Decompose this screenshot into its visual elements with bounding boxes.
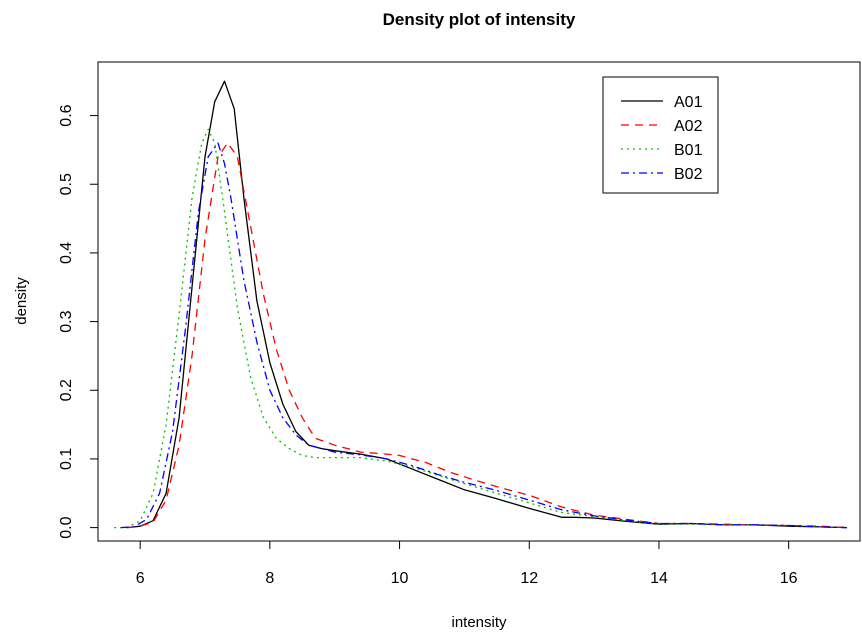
x-tick-label: 6	[136, 570, 145, 587]
series-line-a02	[127, 142, 848, 529]
y-tick-label: 0.0	[58, 516, 75, 538]
legend-label: B02	[674, 166, 703, 183]
x-tick-label: 10	[391, 570, 409, 587]
y-tick-label: 0.2	[58, 379, 75, 401]
y-tick-label: 0.1	[58, 448, 75, 470]
chart-title: Density plot of intensity	[383, 10, 576, 29]
x-tick-label: 8	[265, 570, 274, 587]
series-line-a01	[127, 80, 848, 529]
y-axis-label: density	[13, 277, 30, 325]
x-tick-label: 14	[650, 570, 668, 587]
y-tick-label: 0.4	[58, 242, 75, 264]
series-line-b02	[120, 142, 848, 529]
series-layer	[114, 80, 848, 529]
y-tick-label: 0.5	[58, 173, 75, 195]
series-line-b01	[114, 128, 848, 529]
legend-label: A01	[674, 94, 703, 111]
legend-label: A02	[674, 118, 703, 135]
y-tick-label: 0.3	[58, 310, 75, 332]
y-axis: 0.0 0.1 0.2 0.3 0.4 0.5 0.6	[58, 104, 99, 539]
x-tick-label: 12	[520, 570, 538, 587]
x-tick-label: 16	[780, 570, 798, 587]
y-tick-label: 0.6	[58, 104, 75, 126]
legend-box	[602, 76, 719, 194]
plot-frame	[97, 61, 861, 542]
legend: A01 A02 B01 B02	[602, 76, 719, 194]
x-axis-label: intensity	[451, 614, 507, 631]
x-axis: 6 8 10 12 14 16	[136, 540, 798, 587]
legend-label: B01	[674, 142, 703, 159]
